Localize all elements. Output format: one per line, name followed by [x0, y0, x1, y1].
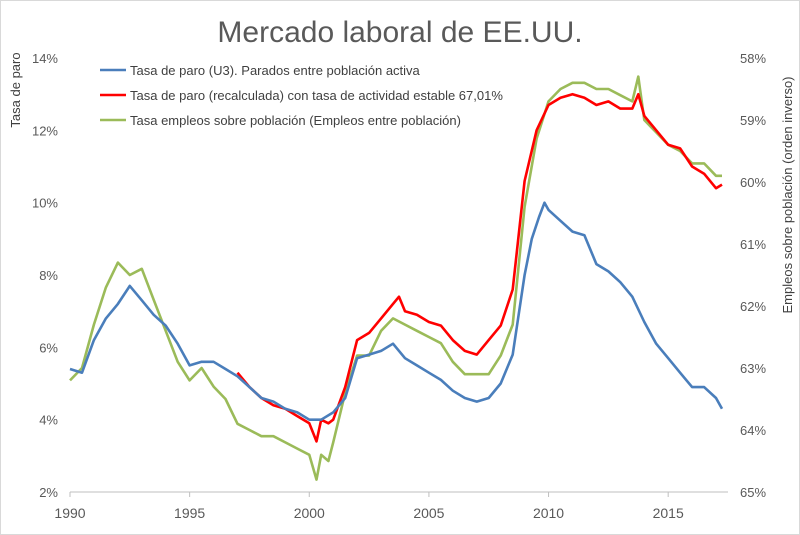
series-line-2 [236, 92, 723, 443]
x-tick-label: 2005 [413, 505, 444, 521]
x-tick-label: 2000 [294, 505, 325, 521]
y-tick-label: 2% [39, 485, 58, 500]
y-tick-label: 4% [39, 413, 58, 428]
y-tick-label: 8% [39, 268, 58, 283]
y-tick-label: 14% [32, 51, 58, 66]
chart-title: Mercado laboral de EE.UU. [217, 16, 582, 49]
y2-tick-label: 65% [740, 485, 766, 500]
y2-tick-label: 63% [740, 361, 766, 376]
x-tick-label: 1990 [54, 505, 85, 521]
legend: Tasa de paro (U3). Parados entre poblaci… [100, 63, 503, 128]
legend-label-3: Tasa empleos sobre población (Empleos en… [130, 113, 461, 128]
series-line-1 [69, 201, 724, 422]
axes: 1990 1995 2000 2005 2010 2015 2% 4% 6% 8% 10% 12% 14… [32, 51, 766, 521]
plot-area [69, 75, 724, 481]
series-line-3 [69, 75, 722, 481]
y2-tick-label: 62% [740, 299, 766, 314]
y2-tick-label: 59% [740, 113, 766, 128]
x-tick-label: 1995 [174, 505, 205, 521]
y-tick-label: 6% [39, 340, 58, 355]
y-tick-label: 12% [32, 123, 58, 138]
legend-label-2: Tasa de paro (recalculada) con tasa de a… [130, 88, 503, 103]
x-tick-label: 2010 [533, 505, 564, 521]
y2-tick-label: 58% [740, 51, 766, 66]
y2-tick-label: 61% [740, 237, 766, 252]
y-axis-label: Tasa de paro [8, 52, 23, 127]
x-tick-label: 2015 [653, 505, 684, 521]
y2-tick-label: 64% [740, 423, 766, 438]
y-tick-label: 10% [32, 196, 58, 211]
y2-tick-label: 60% [740, 175, 766, 190]
y2-axis-label: Empleos sobre población (orden inverso) [780, 76, 795, 313]
legend-label-1: Tasa de paro (U3). Parados entre poblaci… [130, 63, 421, 78]
